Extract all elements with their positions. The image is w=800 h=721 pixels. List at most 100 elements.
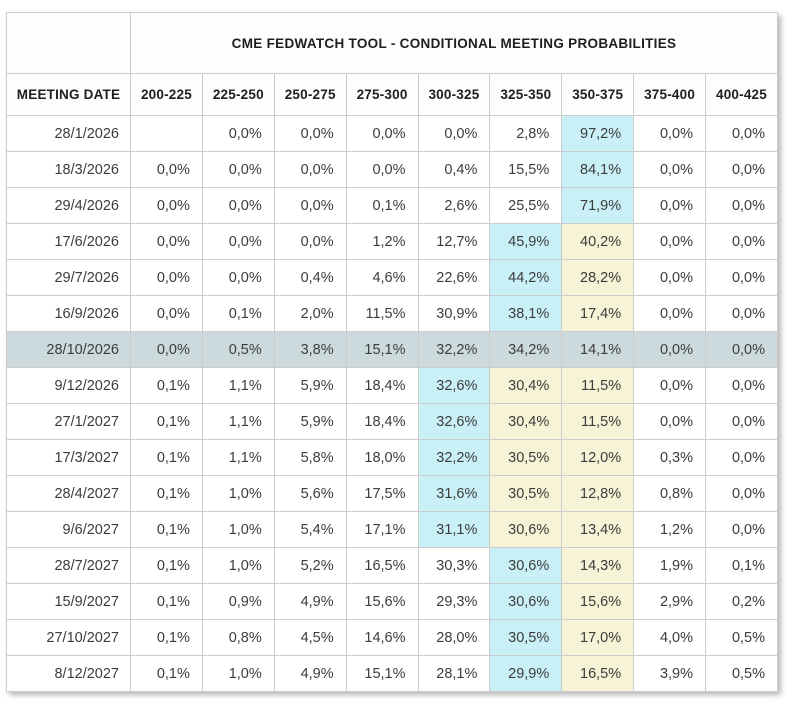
title-row: CME FEDWATCH TOOL - CONDITIONAL MEETING … — [6, 12, 778, 74]
probability-cell: 18,4% — [345, 403, 419, 440]
fedwatch-probabilities-table: CME FEDWATCH TOOL - CONDITIONAL MEETING … — [6, 12, 778, 692]
probability-cell: 15,6% — [345, 583, 419, 620]
probability-cell: 11,5% — [561, 403, 635, 440]
table-row: 28/10/2026 0,0% 0,5% 3,8% 15,1% 32,2% 34,2% 14,… — [6, 331, 778, 368]
table-row: 9/6/2027 0,1% 1,0% 5,4% 17,1% 31,1% 30,6% 13,4%… — [6, 511, 778, 548]
probability-cell: 0,1% — [130, 511, 203, 548]
probability-cell: 30,6% — [489, 547, 563, 584]
fedwatch-table-container: CME FEDWATCH TOOL - CONDITIONAL MEETING … — [6, 12, 778, 692]
probability-cell: 0,0% — [201, 223, 275, 260]
probability-cell: 0,0% — [705, 223, 778, 260]
probability-cell: 0,0% — [705, 367, 778, 404]
probability-cell: 29,3% — [417, 583, 491, 620]
probability-cell: 1,2% — [633, 511, 706, 548]
probability-cell: 32,2% — [417, 439, 491, 476]
probability-cell: 2,6% — [417, 187, 491, 224]
probability-cell: 0,0% — [705, 151, 778, 188]
probability-cell: 0,0% — [633, 259, 706, 296]
probability-cell: 0,1% — [130, 583, 203, 620]
probability-cell: 3,9% — [633, 655, 706, 692]
probability-cell: 0,0% — [705, 511, 778, 548]
probability-cell: 28,1% — [417, 655, 491, 692]
probability-cell: 32,6% — [417, 403, 491, 440]
column-header-350-375: 350-375 — [561, 73, 635, 116]
probability-cell: 0,1% — [345, 187, 419, 224]
column-header-200-225: 200-225 — [130, 73, 203, 116]
probability-cell: 16,5% — [345, 547, 419, 584]
probability-cell: 40,2% — [561, 223, 635, 260]
probability-cell: 97,2% — [561, 115, 635, 152]
meeting-date-cell: 29/4/2026 — [6, 187, 131, 224]
probability-cell: 0,1% — [130, 439, 203, 476]
probability-cell: 30,4% — [489, 367, 563, 404]
column-header-275-300: 275-300 — [345, 73, 419, 116]
probability-cell: 0,8% — [633, 475, 706, 512]
probability-cell: 0,0% — [633, 331, 706, 368]
meeting-date-cell: 17/6/2026 — [6, 223, 131, 260]
probability-cell: 38,1% — [489, 295, 563, 332]
probability-cell: 0,0% — [705, 187, 778, 224]
probability-cell: 0,0% — [345, 151, 419, 188]
column-header-300-325: 300-325 — [417, 73, 491, 116]
probability-cell: 0,0% — [633, 403, 706, 440]
probability-cell: 14,3% — [561, 547, 635, 584]
meeting-date-cell: 16/9/2026 — [6, 295, 131, 332]
probability-cell: 0,5% — [705, 619, 778, 656]
meeting-date-cell: 28/10/2026 — [6, 331, 131, 368]
probability-cell: 0,0% — [417, 115, 491, 152]
probability-cell: 0,0% — [633, 151, 706, 188]
probability-cell: 32,2% — [417, 331, 491, 368]
probability-cell: 29,9% — [489, 655, 563, 692]
probability-cell: 30,6% — [489, 583, 563, 620]
probability-cell: 17,1% — [345, 511, 419, 548]
meeting-date-cell: 29/7/2026 — [6, 259, 131, 296]
probability-cell: 0,0% — [633, 115, 706, 152]
meeting-date-cell: 17/3/2027 — [6, 439, 131, 476]
probability-cell: 44,2% — [489, 259, 563, 296]
probability-cell: 0,1% — [130, 475, 203, 512]
probability-cell: 3,8% — [273, 331, 347, 368]
probability-cell: 0,0% — [201, 259, 275, 296]
table-row: 9/12/2026 0,1% 1,1% 5,9% 18,4% 32,6% 30,4% 11,5… — [6, 367, 778, 404]
probability-cell: 18,4% — [345, 367, 419, 404]
probability-cell: 4,5% — [273, 619, 347, 656]
probability-cell: 5,4% — [273, 511, 347, 548]
meeting-date-cell: 28/4/2027 — [6, 475, 131, 512]
probability-cell: 0,0% — [705, 295, 778, 332]
probability-cell: 0,0% — [273, 151, 347, 188]
probability-cell: 5,2% — [273, 547, 347, 584]
probability-cell: 0,0% — [705, 115, 778, 152]
table-title: CME FEDWATCH TOOL - CONDITIONAL MEETING … — [130, 12, 778, 74]
probability-cell: 0,2% — [705, 583, 778, 620]
probability-cell: 17,0% — [561, 619, 635, 656]
probability-cell: 1,0% — [201, 511, 275, 548]
probability-cell: 0,0% — [130, 331, 203, 368]
probability-cell: 30,6% — [489, 511, 563, 548]
table-row: 15/9/2027 0,1% 0,9% 4,9% 15,6% 29,3% 30,6% 15,6… — [6, 583, 778, 620]
probability-cell: 0,0% — [201, 151, 275, 188]
meeting-date-cell: 28/1/2026 — [6, 115, 131, 152]
column-header-225-250: 225-250 — [201, 73, 275, 116]
probability-cell: 0,0% — [130, 223, 203, 260]
probability-cell: 0,3% — [633, 439, 706, 476]
column-header-row: MEETING DATE 200-225 225-250 250-275 275-30… — [6, 73, 778, 116]
probability-cell: 25,5% — [489, 187, 563, 224]
probability-cell: 34,2% — [489, 331, 563, 368]
probability-cell — [130, 115, 203, 152]
probability-cell: 4,6% — [345, 259, 419, 296]
probability-cell: 1,0% — [201, 655, 275, 692]
probability-cell: 14,6% — [345, 619, 419, 656]
column-header-250-275: 250-275 — [273, 73, 347, 116]
probability-cell: 2,9% — [633, 583, 706, 620]
column-header-375-400: 375-400 — [633, 73, 706, 116]
probability-cell: 5,9% — [273, 403, 347, 440]
probability-cell: 17,4% — [561, 295, 635, 332]
probability-cell: 0,8% — [201, 619, 275, 656]
probability-cell: 28,0% — [417, 619, 491, 656]
probability-cell: 11,5% — [561, 367, 635, 404]
table-row: 18/3/2026 0,0% 0,0% 0,0% 0,0% 0,4% 15,5% 84,1% 0… — [6, 151, 778, 188]
probability-cell: 0,0% — [633, 223, 706, 260]
probability-cell: 0,5% — [201, 331, 275, 368]
probability-cell: 0,4% — [417, 151, 491, 188]
probability-cell: 0,0% — [705, 475, 778, 512]
